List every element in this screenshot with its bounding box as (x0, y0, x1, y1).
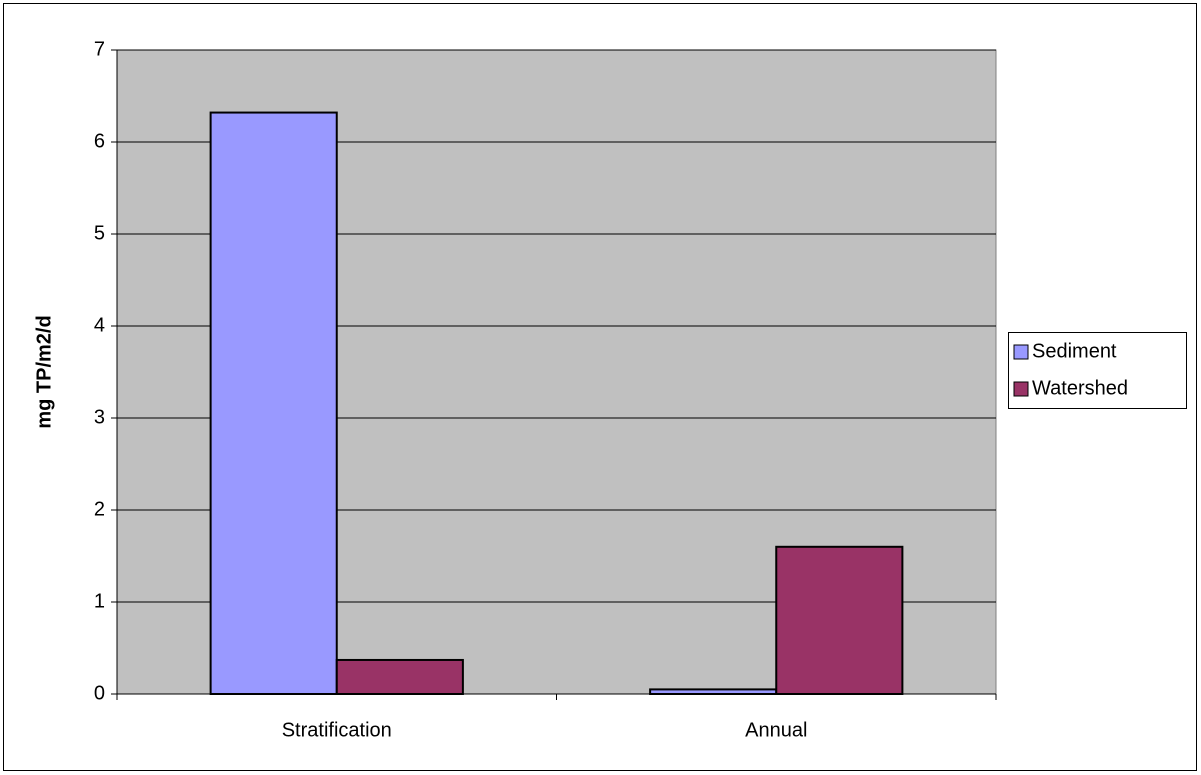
legend-swatch (1013, 381, 1029, 397)
bar (335, 658, 464, 696)
y-tick-label: 2 (94, 498, 105, 520)
y-tick-label: 1 (94, 590, 105, 612)
y-axis-label: mg TP/m2/d (33, 315, 55, 428)
x-tick-label: Annual (745, 719, 807, 741)
y-tick-label: 5 (94, 222, 105, 244)
legend (1008, 332, 1187, 409)
x-tick-label: Stratification (282, 719, 392, 741)
y-tick-label: 3 (94, 406, 105, 428)
legend-label: Watershed (1032, 377, 1128, 399)
legend-label: Sediment (1032, 340, 1117, 362)
bar (649, 688, 778, 696)
legend-swatch (1013, 344, 1029, 360)
y-tick-label: 4 (94, 314, 105, 336)
bar (775, 545, 904, 695)
y-tick-label: 6 (94, 130, 105, 152)
y-tick-label: 7 (94, 38, 105, 60)
bar (209, 111, 338, 695)
y-tick-label: 0 (94, 682, 105, 704)
